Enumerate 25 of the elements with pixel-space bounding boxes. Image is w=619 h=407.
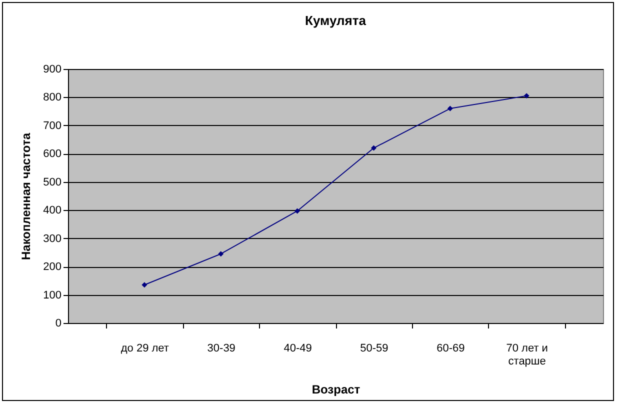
point xyxy=(447,106,453,112)
x-tick-label: 50-59 xyxy=(360,342,388,354)
point xyxy=(524,93,530,99)
x-tick-label: 60-69 xyxy=(436,342,465,354)
point xyxy=(294,208,300,214)
y-tick-label: 500 xyxy=(43,176,62,188)
y-tick-label: 600 xyxy=(43,148,62,160)
x-axis-title: Возраст xyxy=(312,382,360,396)
point xyxy=(142,282,148,288)
chart-title: Кумулята xyxy=(305,13,367,28)
y-tick-label: 100 xyxy=(43,289,62,302)
x-tick-label: до 29 лет xyxy=(120,342,169,354)
x-tick-label: 40-49 xyxy=(284,342,312,354)
point xyxy=(218,251,224,257)
y-tick-label: 200 xyxy=(43,261,62,274)
y-tick-label: 700 xyxy=(43,120,62,132)
y-tick-label: 0 xyxy=(55,318,62,330)
x-tick-label: 30-39 xyxy=(207,342,236,354)
point xyxy=(370,145,376,151)
y-axis-title: Накопленная частота xyxy=(19,132,34,260)
x-tick-label: 70 лет и старше xyxy=(506,342,548,368)
y-tick-label: 900 xyxy=(43,64,62,76)
y-tick-label: 400 xyxy=(43,204,62,217)
y-tick-label: 800 xyxy=(43,92,62,104)
y-tick-label: 300 xyxy=(43,232,62,245)
